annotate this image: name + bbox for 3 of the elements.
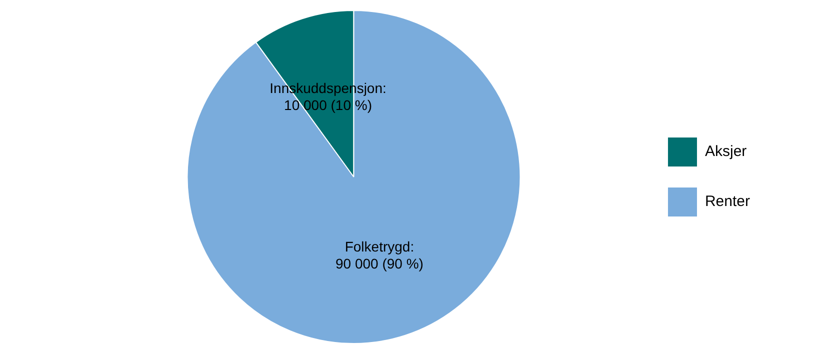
legend-label: Renter: [704, 193, 750, 210]
legend-label: Aksjer: [704, 143, 747, 160]
data-label: Folketrygd: 90 000 (90 %): [335, 238, 424, 272]
